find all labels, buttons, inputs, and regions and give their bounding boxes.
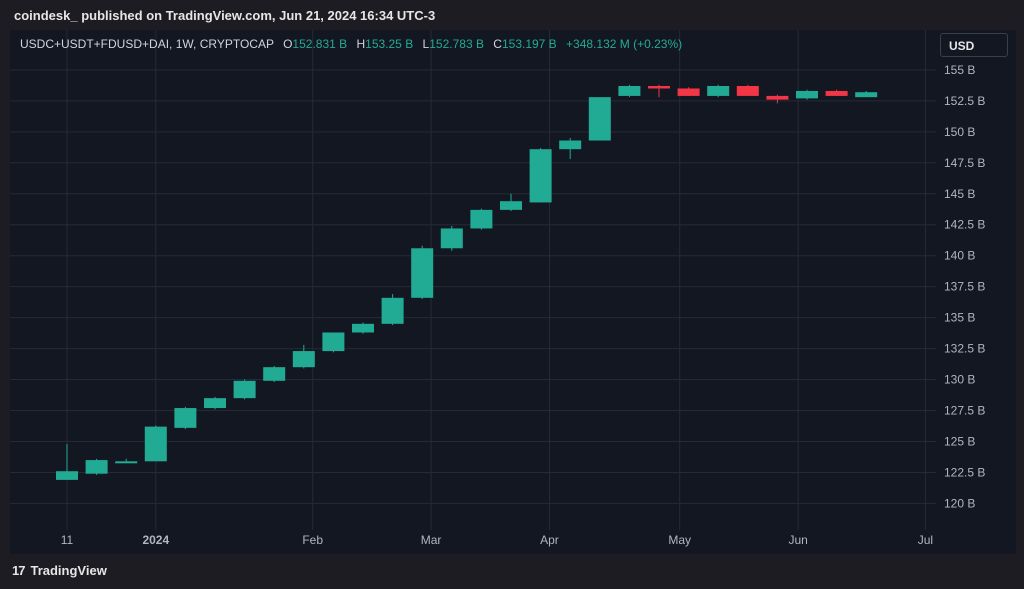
low-label: L [422, 37, 430, 51]
x-tick-label: Jun [788, 533, 807, 547]
x-tick-label: Feb [302, 533, 323, 547]
open-value: 152.831 B [292, 37, 348, 51]
y-tick-label: 145 B [944, 187, 975, 201]
high-value: 153.25 B [365, 37, 414, 51]
x-tick-label: Apr [540, 533, 559, 547]
candle-body [677, 88, 700, 96]
currency-button[interactable]: USD [940, 33, 1008, 57]
y-tick-label: 125 B [944, 434, 975, 448]
candle-body [115, 461, 138, 464]
symbol-label[interactable]: USDC+USDT+FDUSD+DAI, 1W, CRYPTOCAP [20, 37, 274, 51]
candle-body [825, 90, 848, 96]
x-tick-label: Jul [918, 533, 933, 547]
candle-body [618, 86, 641, 96]
close-label: C [493, 37, 502, 51]
y-tick-label: 135 B [944, 311, 975, 325]
change-value: +348.132 M (+0.23%) [566, 37, 683, 51]
y-tick-label: 152.5 B [944, 94, 985, 108]
candle-body [144, 426, 167, 462]
y-tick-label: 140 B [944, 249, 975, 263]
candle-body [85, 460, 108, 474]
candle-body [470, 209, 493, 229]
x-tick-label: 2024 [142, 533, 169, 547]
y-tick-label: 155 B [944, 63, 975, 77]
candle-body [352, 323, 374, 333]
x-tick-label: 11 [61, 533, 74, 547]
low-value: 152.783 B [429, 37, 484, 51]
candle-body [766, 95, 789, 100]
candle-body [588, 97, 611, 141]
open-label: O [283, 37, 293, 51]
candle-body [56, 471, 78, 480]
candle-body [411, 248, 434, 298]
publish-info: coindesk_ published on TradingView.com, … [14, 8, 436, 23]
tradingview-footer: 17 TradingView [12, 563, 107, 578]
candle-body [500, 201, 522, 210]
x-tick-label: May [668, 533, 691, 547]
candle-body [707, 86, 730, 96]
candle-body [736, 86, 759, 96]
y-tick-label: 147.5 B [944, 156, 985, 170]
y-tick-label: 137.5 B [944, 280, 985, 294]
y-tick-label: 122.5 B [944, 465, 985, 479]
candle-body [529, 149, 552, 203]
candle-body [855, 92, 878, 98]
y-tick-label: 150 B [944, 125, 975, 139]
candle-body [263, 367, 286, 381]
candle-body [559, 140, 582, 150]
candle-body [440, 228, 463, 249]
tradingview-logo-icon: 17 [12, 563, 26, 578]
y-tick-label: 130 B [944, 373, 975, 387]
candle-body [381, 297, 404, 324]
tradingview-brand[interactable]: TradingView [30, 563, 107, 578]
y-tick-label: 120 B [944, 496, 975, 510]
candle-body [204, 398, 226, 409]
candle-body [648, 86, 670, 89]
candle-body [174, 408, 197, 428]
candle-body [233, 380, 256, 399]
x-tick-label: Mar [421, 533, 442, 547]
y-tick-label: 132.5 B [944, 342, 985, 356]
y-tick-label: 142.5 B [944, 218, 985, 232]
candle-body [292, 351, 315, 368]
high-label: H [356, 37, 366, 51]
ohlc-legend: USDC+USDT+FDUSD+DAI, 1W, CRYPTOCAP O152.… [20, 37, 682, 51]
candle-body [322, 332, 345, 352]
close-value: 153.197 B [501, 37, 557, 51]
y-tick-label: 127.5 B [944, 404, 985, 418]
candle-body [796, 90, 818, 99]
chart-panel [10, 30, 1016, 554]
